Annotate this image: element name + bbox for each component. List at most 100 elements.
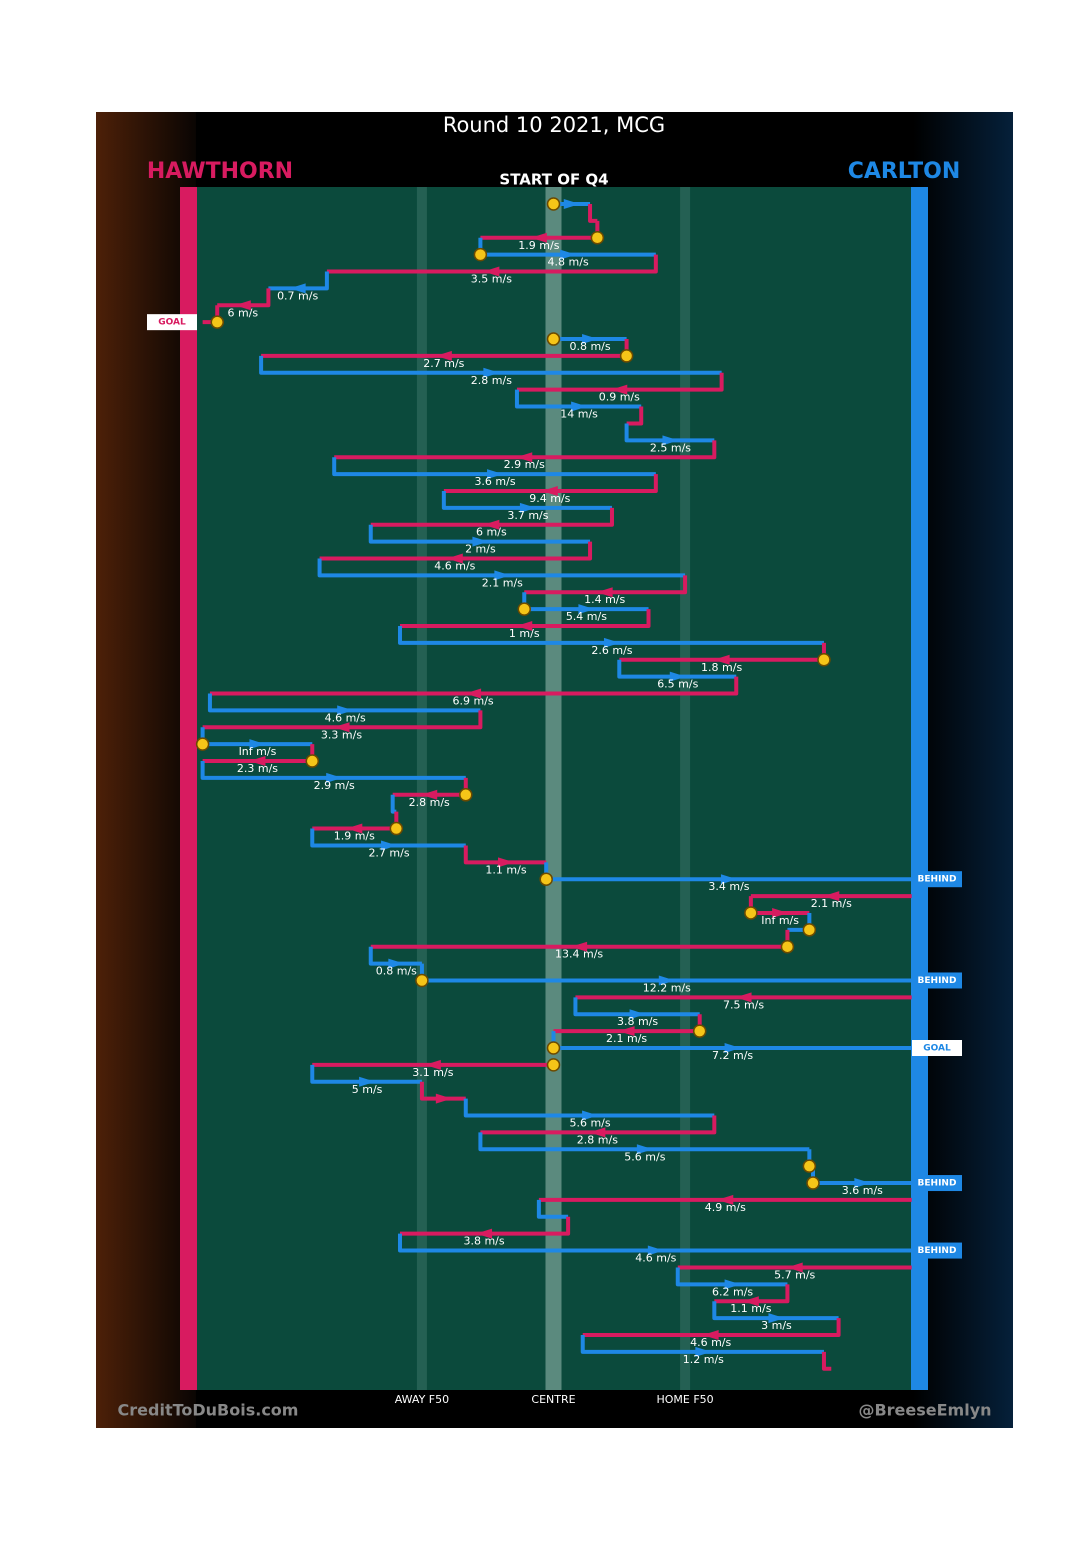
zone-label: CENTRE [531,1393,575,1406]
speed-label: 2 m/s [465,543,496,556]
ball-move [536,1199,569,1219]
speed-label: 0.8 m/s [569,340,610,353]
speed-label: 3.3 m/s [321,728,362,741]
speed-label: 4.9 m/s [705,1201,746,1214]
ball-move [399,1216,571,1236]
direction-arrow [786,1262,803,1273]
direction-arrow [494,570,511,581]
direction-arrow [582,1110,599,1121]
ball-move [397,626,824,645]
speed-label: 6 m/s [476,526,507,539]
direction-arrow [346,823,363,834]
speed-label: 1.8 m/s [701,661,742,674]
ball-move [443,474,658,493]
speed-label: 9.4 m/s [529,492,570,505]
direction-arrow [563,199,580,209]
direction-arrow [483,266,500,277]
stoppage-marker [546,332,561,346]
speed-label: 2.8 m/s [409,796,450,809]
result-box [912,1242,962,1259]
speed-label: 13.4 m/s [555,948,603,961]
zone-stripe [680,187,691,1390]
speed-label: 2.7 m/s [368,846,409,859]
stoppage-marker [619,349,634,363]
direction-arrow [249,739,266,750]
direction-arrow [421,789,438,800]
direction-arrow [483,519,500,530]
speed-label: 2.6 m/s [591,644,632,657]
ball-move [573,997,700,1017]
direction-arrow [854,1178,871,1189]
direction-arrow [589,1127,606,1138]
ball-move [480,1115,717,1135]
ball-move [712,1301,839,1321]
speed-label: 2.1 m/s [606,1032,647,1045]
direction-arrow [823,891,840,902]
stoppage-marker [415,973,429,988]
speed-label: 7.5 m/s [723,998,764,1011]
ball-move [524,575,688,595]
chain-label: START OF Q4 [499,171,608,189]
result-label: BEHIND [918,1179,957,1189]
stoppage-marker [802,923,817,937]
zone-label: HOME F50 [656,1393,713,1406]
speed-label: 5.6 m/s [624,1150,665,1163]
speed-label: 1.1 m/s [485,863,526,876]
direction-arrow [713,654,730,665]
speed-label: 4.6 m/s [325,711,366,724]
direction-arrow [720,874,737,885]
direction-arrow [724,1279,741,1290]
ball-move [626,406,644,426]
direction-arrow [497,857,514,868]
direction-arrow [669,671,686,682]
stoppage-marker [459,788,473,802]
ball-move [268,271,329,291]
direction-arrow [618,1026,635,1037]
direction-arrow [472,536,489,547]
direction-arrow [446,553,463,564]
direction-arrow [717,1194,734,1205]
direction-arrow [541,485,558,496]
left-shade [96,112,196,1428]
ball-move [714,1284,790,1304]
speed-label: 4.6 m/s [434,559,475,572]
direction-arrow [337,705,354,716]
speed-label: 3.1 m/s [412,1066,453,1079]
speed-label: 2.8 m/s [471,374,512,387]
direction-arrow [724,1043,741,1053]
direction-arrow [381,840,398,851]
speed-label: 3.8 m/s [617,1015,658,1028]
ball-move [617,659,737,679]
result-label: BEHIND [918,875,957,885]
speed-label: 0.7 m/s [277,289,318,302]
direction-arrow [582,334,599,345]
speed-label: 6.5 m/s [657,678,698,691]
ball-move [207,693,481,713]
speed-label: 5.7 m/s [774,1268,815,1281]
ball-move [368,524,591,544]
speed-label: Inf m/s [761,914,799,927]
speed-label: 0.8 m/s [376,965,417,978]
ball-move [310,828,466,848]
ball-move [399,609,651,628]
stoppage-marker [546,1058,561,1072]
direction-arrow [326,772,343,783]
result-label: BEHIND [918,976,957,986]
direction-arrow [658,975,675,986]
direction-arrow [435,1093,452,1104]
stoppage-marker [539,872,553,886]
speed-label: 4.6 m/s [635,1252,676,1265]
title: Round 10 2021, MCG [443,113,665,137]
stoppage-marker [692,1024,707,1038]
speed-label: 1.9 m/s [334,830,375,843]
result-box [147,314,197,331]
speed-label: 3.6 m/s [842,1184,883,1197]
stoppage-marker [744,906,758,920]
result-box [912,972,962,989]
ball-move [317,558,686,578]
ball-move [516,372,724,392]
direction-arrow [578,604,595,615]
stoppage-marker [305,754,320,768]
stoppage-marker [195,737,210,751]
